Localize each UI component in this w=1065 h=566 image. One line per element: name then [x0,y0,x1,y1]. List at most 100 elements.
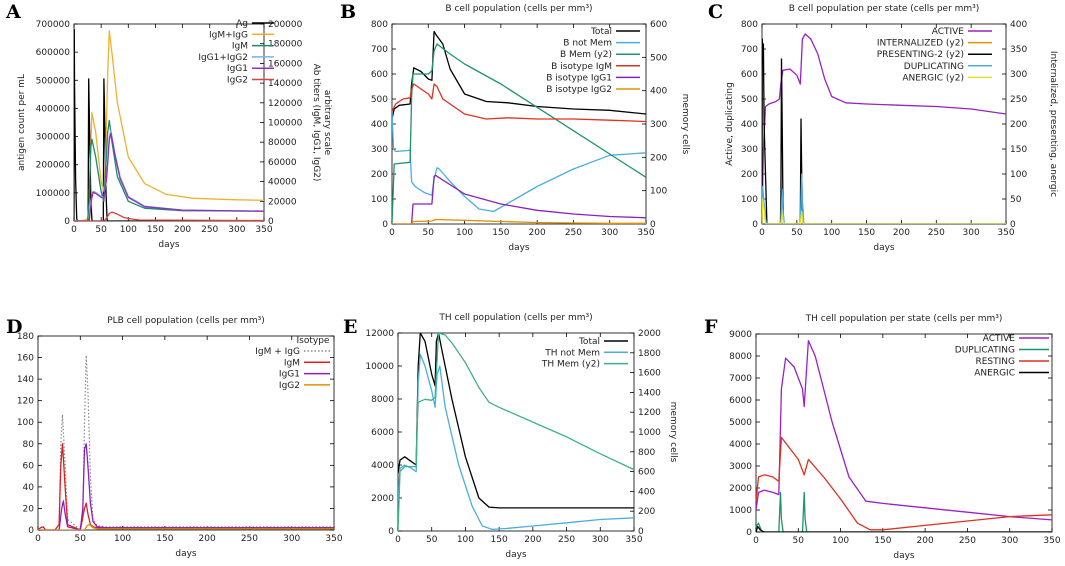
y2-axis-label: memory cells [668,402,678,463]
series-line-igg2 [74,211,264,221]
y-tick-label: 2000 [371,494,394,504]
x-tick-label: 100 [832,536,849,546]
x-axis-ticks: 0 50 100 150 200 250 300 350 [395,333,643,545]
y-tick-label: 3000 [729,462,752,472]
series-line-total [392,30,646,120]
x-tick-label: 100 [114,534,131,544]
y2-tick-label: 1400 [638,388,661,398]
y-tick-label: 200 [741,170,758,180]
legend-label: IgM + IgG [255,347,300,357]
x-tick-label: 150 [858,228,875,238]
x-tick-label: 150 [874,536,891,546]
x-axis-ticks: 0 50 100 150 200 250 300 350 [759,24,1015,238]
y2-tick-label: 1000 [638,428,661,438]
y-axis-label: Active, duplicating [725,82,735,166]
chart-e: TH cell population (cells per mm³) 0 50 100… [365,313,678,560]
y-axis-ticks: 0 1000 2000 3000 4000 5000 6000 7000 8000 9000 [729,330,1052,538]
y-tick-label: 400 [741,120,758,130]
legend-label: ANERGIC [974,369,1015,379]
series-line-igg1 [38,443,334,530]
y-tick-label: 100 [371,195,388,205]
x-tick-label: 0 [389,228,395,238]
x-tick-label: 0 [71,225,77,235]
panel-letter-d: D [6,316,22,338]
y2-tick-label: 0 [650,220,656,230]
plot-frame [37,335,335,531]
y-tick-label: 140 [17,375,34,385]
x-tick-label: 300 [228,225,245,235]
legend-label: IgM+IgG [209,30,248,40]
y-tick-label: 600 [371,70,388,80]
x-axis-ticks: 0 50 100 150 200 250 300 350 [753,334,1061,546]
y2-tick-label: 0 [638,527,644,537]
x-tick-label: 250 [565,228,582,238]
y-tick-label: 500 [741,95,758,105]
series-line-igm-igg [38,354,334,530]
y-tick-label: 600000 [36,48,71,58]
y-tick-label: 300000 [36,133,71,143]
x-tick-label: 50 [95,225,107,235]
y-tick-label: 2000 [729,484,752,494]
chart-title: TH cell population per state (cells per … [805,314,1003,324]
y-tick-label: 100 [17,418,34,428]
y-tick-label: 40 [23,483,35,493]
x-tick-label: 100 [457,535,474,545]
y-tick-label: 500 [371,95,388,105]
y2-tick-label: 60000 [268,158,297,168]
x-tick-label: 0 [35,534,41,544]
y-tick-label: 6000 [371,428,394,438]
y-tick-label: 60 [23,461,35,471]
x-tick-label: 250 [201,225,218,235]
legend-label: ANERGIC (y2) [902,73,964,83]
panel-letter-e: E [343,316,357,338]
legend-label: B not Mem [563,39,612,49]
series-line-igg1 [74,132,264,221]
x-tick-label: 50 [793,536,805,546]
x-tick-label: 200 [524,535,541,545]
x-tick-label: 50 [791,228,803,238]
legend-label: B isotype IgM [551,62,612,72]
x-tick-label: 0 [753,536,759,546]
y2-tick-label: 500 [650,53,667,63]
y-tick-label: 0 [28,526,34,536]
x-tick-label: 300 [963,228,980,238]
y-tick-label: 800 [371,20,388,30]
x-tick-label: 200 [893,228,910,238]
x-axis-label: days [893,551,915,561]
y2-axis-ticks: 0 20000 40000 60000 80000 100000 120000 140000 1… [260,20,303,227]
y2-tick-label: 0 [1010,220,1016,230]
y-tick-label: 120 [17,397,34,407]
panel-letter-c: C [708,1,723,23]
x-tick-label: 150 [147,225,164,235]
y-tick-label: 1000 [729,506,752,516]
x-tick-label: 100 [823,228,840,238]
y-tick-label: 80 [23,440,35,450]
y-tick-label: 10000 [365,362,394,372]
y-tick-label: 4000 [371,461,394,471]
chart-a: 0 50 100 150 200 250 300 350days010000020000030… [17,19,332,250]
y2-tick-label: 600 [638,468,655,478]
legend-label: IgG1+IgG2 [198,53,248,63]
y2-tick-label: 200000 [268,20,303,30]
x-axis-label: days [873,243,895,253]
series-line-b-isotype-igg2 [392,218,646,224]
series-lines [74,28,264,221]
x-tick-label: 200 [529,228,546,238]
y-tick-label: 7000 [729,374,752,384]
y2-tick-label: 120000 [268,99,303,109]
y-tick-label: 200000 [36,161,71,171]
y-tick-label: 700 [371,45,388,55]
x-tick-label: 350 [255,225,272,235]
panel-letter-b: B [340,1,356,23]
x-tick-label: 0 [759,228,765,238]
y-tick-label: 700000 [36,20,71,30]
chart-title: PLB cell population (cells per mm³) [107,316,265,326]
x-tick-label: 250 [959,536,976,546]
y2-tick-label: 400 [650,87,667,97]
x-tick-label: 50 [423,228,435,238]
legend-label: IgM [284,358,300,368]
legend-label: B isotype IgG2 [546,85,612,95]
y-tick-label: 0 [752,220,758,230]
